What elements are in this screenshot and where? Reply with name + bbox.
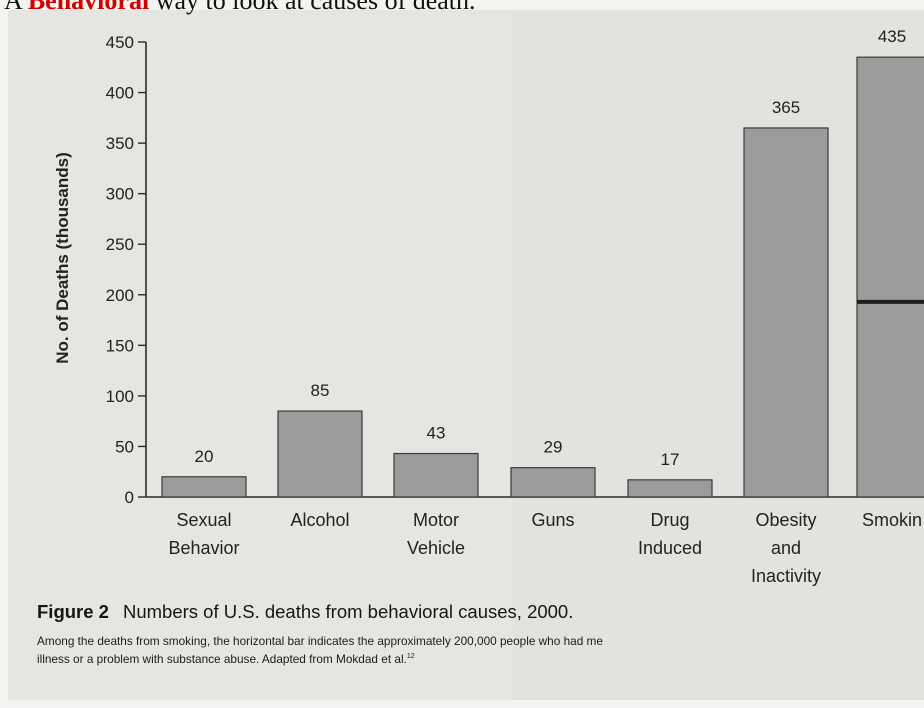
bar (856, 56, 924, 498)
y-tick-label: 150 (106, 336, 134, 355)
x-axis-labels: Sexual Behavior Alcohol Motor Vehicle Guns Dru… (168, 510, 922, 586)
x-tick-label: Behavior (168, 538, 239, 558)
bar (743, 127, 829, 498)
bar-value-label: 435 (878, 27, 906, 46)
y-tick-label: 450 (106, 33, 134, 52)
x-tick-label: Inactivity (751, 566, 821, 586)
y-tick-label: 0 (125, 488, 134, 507)
figure-caption-title: Figure 2 Numbers of U.S. deaths from beha… (37, 601, 573, 623)
y-tick-label: 200 (106, 286, 134, 305)
figure-label: Figure 2 (37, 601, 109, 622)
bar-value-label: 17 (661, 450, 680, 469)
y-tick-label: 350 (106, 134, 134, 153)
figure-note-reference: 12 (406, 653, 415, 660)
x-tick-label: Smokin (862, 510, 922, 530)
y-tick-label: 400 (106, 84, 134, 103)
x-tick-label: Guns (531, 510, 574, 530)
bar-value-label: 85 (311, 381, 330, 400)
bar-value-label: 43 (427, 424, 446, 443)
x-tick-label: Motor (413, 510, 459, 530)
bar-value-label: 365 (772, 98, 800, 117)
x-tick-label: Alcohol (290, 510, 349, 530)
bar-value-label: 29 (544, 438, 563, 457)
y-tick-label: 50 (115, 437, 134, 456)
page-column-right (513, 10, 924, 700)
figure-caption-note: Among the deaths from smoking, the horiz… (37, 633, 924, 667)
y-tick-label: 300 (106, 185, 134, 204)
heading-highlight: Behavioral (27, 0, 150, 15)
bar-value-label: 20 (195, 447, 214, 466)
x-tick-label: Induced (638, 538, 702, 558)
y-tick-label: 100 (106, 387, 134, 406)
heading-prefix: A (4, 0, 28, 15)
bar (627, 479, 713, 498)
figure-note-line2: illness or a problem with substance abus… (37, 651, 407, 666)
bar (393, 452, 479, 498)
bar (161, 476, 247, 498)
x-tick-label: and (771, 538, 801, 558)
figure-title: Numbers of U.S. deaths from behavioral c… (122, 601, 574, 622)
bar (510, 467, 596, 498)
x-tick-label: Obesity (755, 510, 816, 530)
heading-rest: way to look at causes of death. (149, 0, 476, 15)
y-axis-label: No. of Deaths (thousands) (53, 152, 72, 364)
page-column-left (8, 10, 513, 700)
x-tick-label: Vehicle (407, 538, 465, 558)
y-tick-label: 250 (106, 235, 134, 254)
bar (277, 410, 363, 498)
x-tick-label: Sexual (176, 510, 231, 530)
x-tick-label: Drug (650, 510, 689, 530)
bar-chart: 0 50 100 150 200 250 300 350 400 450 20 85 43 29 17 36… (53, 27, 924, 586)
figure-note-line1: Among the deaths from smoking, the horiz… (37, 634, 603, 648)
bars: 20 85 43 29 17 365 435 (161, 27, 924, 498)
slide-heading: A Behavioral way to look at causes of de… (4, 0, 476, 16)
